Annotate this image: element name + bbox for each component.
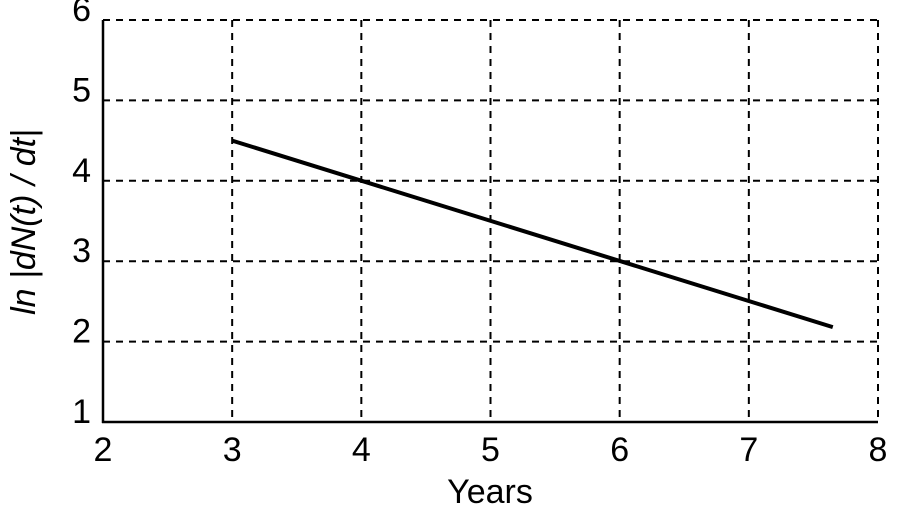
y-tick-label: 5 bbox=[72, 71, 91, 109]
x-tick-label: 6 bbox=[610, 431, 629, 469]
x-tick-label: 4 bbox=[352, 431, 371, 469]
y-tick-label: 6 bbox=[72, 0, 91, 29]
y-axis-label: ln |dN(t) / dt| bbox=[5, 129, 43, 315]
x-tick-label: 8 bbox=[869, 431, 888, 469]
x-tick-label: 5 bbox=[481, 431, 500, 469]
x-tick-label: 7 bbox=[739, 431, 758, 469]
y-tick-label: 2 bbox=[72, 313, 91, 351]
x-tick-label: 2 bbox=[94, 431, 113, 469]
y-tick-label: 1 bbox=[72, 393, 91, 431]
x-axis-label: Years bbox=[447, 473, 533, 511]
data-line bbox=[231, 138, 834, 330]
y-tick-label: 4 bbox=[72, 152, 91, 190]
y-tick-label: 3 bbox=[72, 232, 91, 270]
x-tick-label: 3 bbox=[223, 431, 242, 469]
